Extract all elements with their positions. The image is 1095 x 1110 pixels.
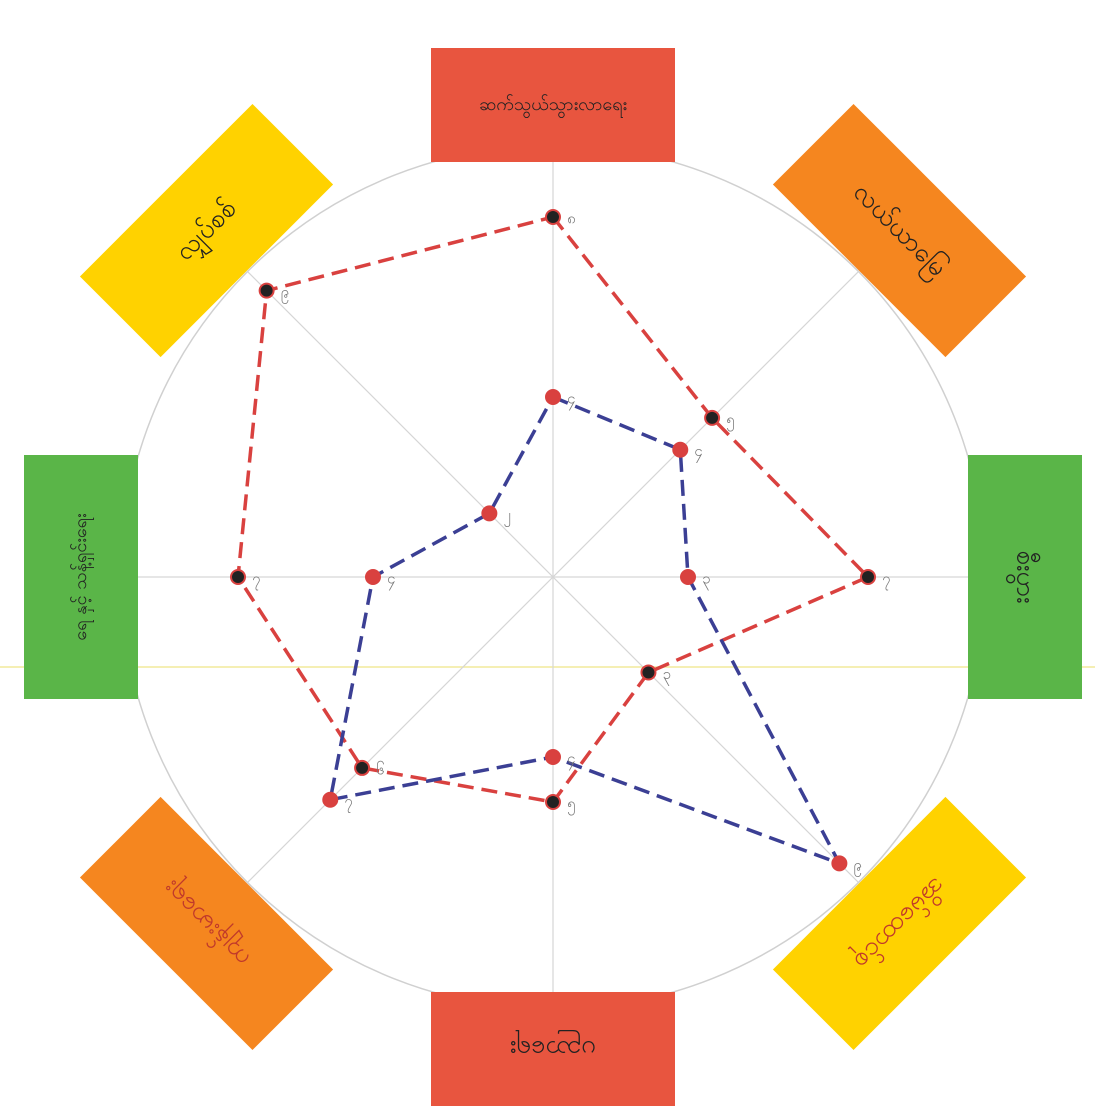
data-point [365, 569, 381, 585]
note-paper [772, 103, 1027, 358]
note-paper [431, 992, 675, 1106]
spoke [247, 271, 859, 883]
value-label: ၃ [702, 570, 710, 591]
note-paper [968, 455, 1082, 699]
data-point [230, 569, 246, 585]
value-label: ၄ [567, 750, 575, 771]
category-note: စီးပွား [968, 455, 1082, 699]
value-label: ၆ [376, 760, 384, 778]
series-line [328, 394, 844, 867]
value-label: ၅ [567, 795, 575, 816]
data-point [704, 409, 721, 426]
category-note: လယ်ယာမြေ [772, 103, 1027, 358]
data-point [680, 569, 696, 585]
category-label: စီးပွား [1006, 550, 1042, 603]
data-point [672, 441, 689, 458]
category-label: ဆက်သွယ်သွားလာရေး [479, 94, 627, 118]
data-point [831, 855, 848, 872]
data-point [545, 389, 561, 405]
data-point [545, 209, 561, 225]
note-paper [24, 455, 138, 699]
data-point [640, 664, 657, 681]
category-note: လျှပ်စစ် [79, 103, 334, 358]
data-point [860, 569, 876, 585]
value-label: ၄ [567, 390, 575, 411]
note-paper [431, 48, 675, 162]
data-point [354, 759, 371, 776]
value-label: ၈ [567, 210, 576, 228]
value-label: ၉ [853, 856, 861, 877]
note-paper [79, 103, 334, 358]
value-label: ၉ [281, 283, 289, 304]
value-label: ၇ [882, 570, 890, 591]
note-paper [772, 796, 1027, 1051]
category-note: ရေ နှင့် သန့်ရှင်းရေး [24, 455, 138, 699]
data-point [322, 791, 339, 808]
value-label: ၄ [387, 570, 395, 591]
note-paper [79, 796, 334, 1051]
category-label: ပညာရေး [510, 1030, 596, 1065]
data-point [258, 282, 275, 299]
category-note: အိမ်ထောင်စု [772, 796, 1027, 1051]
category-label: ရေ နှင့် သန့်ရှင်းရေး [70, 513, 94, 640]
category-note: ပညာရေး [431, 992, 675, 1106]
data-point [545, 794, 561, 810]
data-point [481, 505, 498, 522]
value-label: ၇ [344, 792, 352, 813]
value-label: ၄ [694, 442, 702, 463]
value-label: ၇ [252, 570, 260, 591]
value-label: ၃ [662, 665, 670, 686]
value-label: ၅ [726, 410, 734, 431]
data-point [545, 749, 561, 765]
category-note: ကျန်းမာရေး [79, 796, 334, 1051]
value-label: ၂ [503, 506, 510, 527]
category-note: ဆက်သွယ်သွားလာရေး [431, 48, 675, 162]
